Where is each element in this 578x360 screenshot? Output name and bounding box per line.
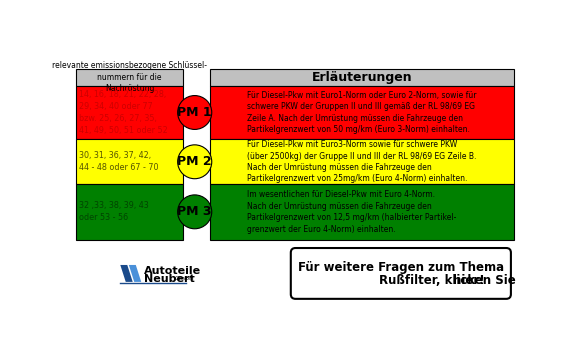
- Text: Autoteile: Autoteile: [143, 266, 201, 276]
- Text: hier!: hier!: [453, 274, 484, 287]
- FancyBboxPatch shape: [210, 184, 514, 239]
- Polygon shape: [120, 265, 133, 282]
- FancyBboxPatch shape: [210, 139, 514, 184]
- Text: Für Diesel-Pkw mit Euro1-Norm oder Euro 2-Norm, sowie für
schwere PKW der Gruppe: Für Diesel-Pkw mit Euro1-Norm oder Euro …: [247, 91, 477, 134]
- Text: PM 3: PM 3: [177, 205, 212, 218]
- Circle shape: [177, 95, 212, 130]
- Polygon shape: [129, 265, 141, 282]
- FancyBboxPatch shape: [76, 69, 183, 86]
- Text: PM 1: PM 1: [177, 106, 212, 119]
- Text: GmbH: GmbH: [175, 276, 194, 281]
- Text: Rußfilter, klicken Sie: Rußfilter, klicken Sie: [379, 274, 520, 287]
- FancyBboxPatch shape: [210, 86, 514, 139]
- Text: Für Diesel-Pkw mit Euro3-Norm sowie für schwere PKW
(über 2500kg) der Gruppe II : Für Diesel-Pkw mit Euro3-Norm sowie für …: [247, 140, 477, 184]
- Text: 14, 16, 18, 21, 22, 28,
29, 34, 40 oder 77
bzw. 25, 26, 27, 35,
41, 49, 50, 51 o: 14, 16, 18, 21, 22, 28, 29, 34, 40 oder …: [79, 90, 168, 135]
- Text: Neubert: Neubert: [143, 274, 194, 284]
- Text: 32 ,33, 38, 39, 43
oder 53 - 56: 32 ,33, 38, 39, 43 oder 53 - 56: [79, 202, 149, 222]
- Text: Im wesentlichen für Diesel-Pkw mit Euro 4-Norm.
Nach der Umrüstung müssen die Fa: Im wesentlichen für Diesel-Pkw mit Euro …: [247, 190, 457, 234]
- Text: 30, 31, 36, 37, 42,
44 - 48 oder 67 - 70: 30, 31, 36, 37, 42, 44 - 48 oder 67 - 70: [79, 151, 159, 172]
- FancyBboxPatch shape: [76, 139, 183, 184]
- Text: relevante emissionsbezogene Schlüssel-
nummern für die
Nachrüstung: relevante emissionsbezogene Schlüssel- n…: [52, 62, 207, 93]
- FancyBboxPatch shape: [210, 69, 514, 86]
- Text: Erläuterungen: Erläuterungen: [312, 71, 413, 84]
- Circle shape: [177, 145, 212, 179]
- FancyBboxPatch shape: [76, 86, 183, 139]
- Text: Für weitere Fragen zum Thema: Für weitere Fragen zum Thema: [298, 261, 504, 274]
- Text: PM 2: PM 2: [177, 155, 212, 168]
- Circle shape: [177, 195, 212, 229]
- FancyBboxPatch shape: [291, 248, 511, 299]
- FancyBboxPatch shape: [76, 184, 183, 239]
